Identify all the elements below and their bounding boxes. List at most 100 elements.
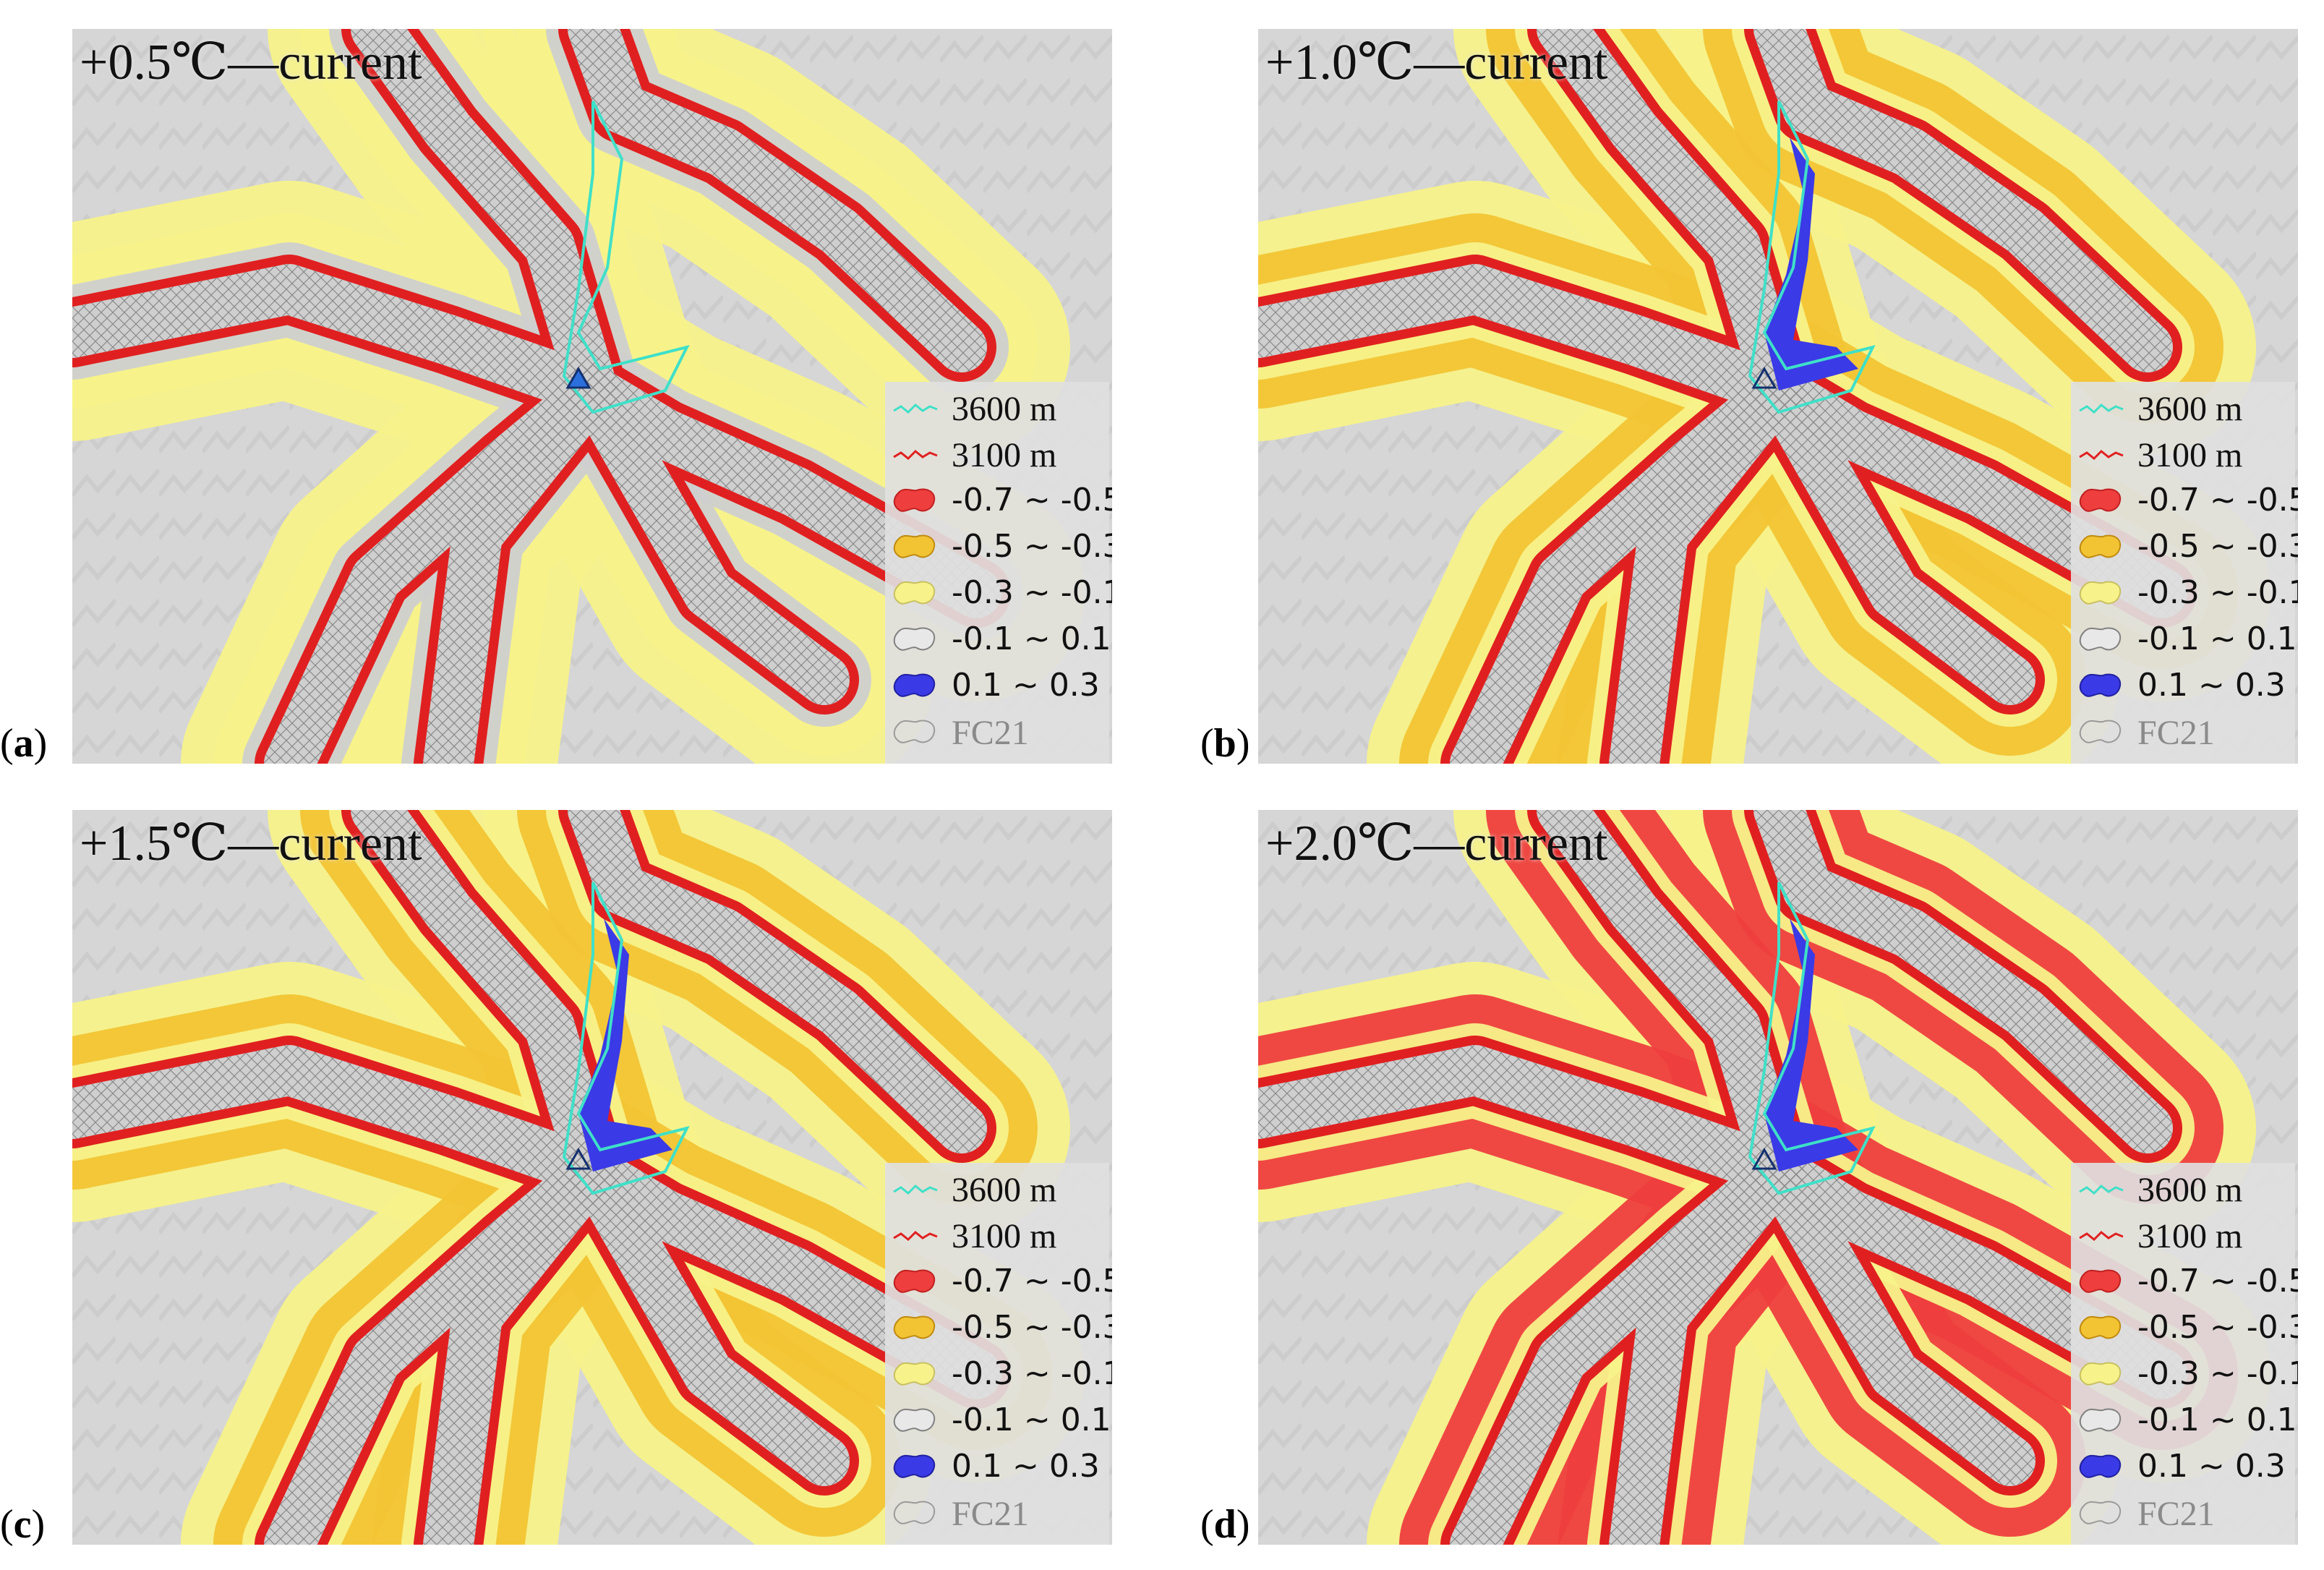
summit-triangle-icon	[565, 366, 591, 389]
map-legend: 3600 m 3100 m -0.7 ~ -0.5 -0.5 ~ -0.3 -0.3 ~…	[2071, 382, 2298, 764]
panel-letter-text: c	[13, 1502, 32, 1547]
yellow-blob-icon	[2079, 1362, 2122, 1386]
legend-label: -0.1 ~ 0.1	[2137, 620, 2297, 657]
legend-label: 0.1 ~ 0.3	[2137, 1448, 2286, 1485]
orange-blob-icon	[2079, 1315, 2122, 1339]
summit-triangle-icon	[1751, 366, 1777, 389]
white-blob-icon	[2079, 627, 2122, 651]
legend-label: 3600 m	[2137, 390, 2243, 428]
panel-b: (b) +1.0℃—current 3600 m 3100 m -0.7 ~ -0.5…	[1186, 0, 2324, 774]
legend-label: -0.3 ~ -0.1	[2137, 574, 2298, 611]
legend-label: 3600 m	[952, 1171, 1057, 1209]
red-line-icon	[893, 1230, 938, 1242]
contour-3600m	[562, 882, 690, 1195]
blue-blob-icon	[893, 673, 936, 697]
blue-blob-icon	[2079, 673, 2122, 697]
yellow-blob-icon	[893, 1362, 936, 1386]
red-line-icon	[2079, 449, 2124, 461]
map-a[interactable]: +0.5℃—current 3600 m 3100 m -0.7 ~ -0.5 -0.5…	[72, 29, 1112, 764]
gain-area-blue	[1764, 918, 1858, 1172]
fc21-hatch	[72, 810, 1001, 1545]
legend-item-cyan-line: 3600 m	[885, 1169, 1109, 1212]
panel-letter-b: (b)	[1200, 721, 1250, 766]
summit-triangle-icon	[565, 1147, 591, 1170]
legend-label: -0.1 ~ 0.1	[2137, 1402, 2297, 1438]
map-d[interactable]: +2.0℃—current 3600 m 3100 m -0.7 ~ -0.5 -0.5…	[1258, 810, 2298, 1545]
legend-item-orange-blob: -0.5 ~ -0.3	[2071, 526, 2298, 570]
red-blob-icon	[893, 1269, 936, 1293]
contour-3600m	[1748, 101, 1876, 414]
legend-label: FC21	[952, 1495, 1029, 1533]
blue-blob-icon	[2079, 1454, 2122, 1478]
white-blob-icon	[893, 1408, 936, 1432]
red-line-icon	[2079, 1230, 2124, 1242]
legend-item-white-blob: -0.1 ~ 0.1	[2071, 619, 2297, 662]
cyan-line-icon	[2079, 1184, 2124, 1195]
legend-label: 3600 m	[952, 390, 1057, 428]
red-blob-icon	[893, 488, 936, 512]
legend-item-white-blob: -0.1 ~ 0.1	[885, 1400, 1111, 1443]
panel-letter-d: (d)	[1200, 1502, 1250, 1547]
hatch-blob-icon	[893, 720, 936, 743]
gain-area-blue	[1764, 137, 1858, 391]
orange-blob-icon	[2079, 534, 2122, 558]
map-c[interactable]: +1.5℃—current 3600 m 3100 m -0.7 ~ -0.5 -0.5…	[72, 810, 1112, 1545]
panel-title: +1.0℃—current	[1265, 35, 1608, 90]
red-line-icon	[893, 449, 938, 461]
panel-d: (d) +2.0℃—current 3600 m 3100 m -0.7 ~ -0.5…	[1186, 781, 2324, 1555]
panel-c: (c) +1.5℃—current 3600 m 3100 m -0.7 ~ -0.5…	[0, 781, 1138, 1555]
legend-item-orange-blob: -0.5 ~ -0.3	[885, 526, 1112, 570]
white-blob-icon	[2079, 1408, 2122, 1432]
legend-item-blue-blob: 0.1 ~ 0.3	[2071, 1446, 2295, 1490]
legend-item-red-blob: -0.7 ~ -0.5	[2071, 1261, 2298, 1305]
legend-label: FC21	[2137, 714, 2215, 752]
orange-blob-icon	[893, 534, 936, 558]
legend-item-cyan-line: 3600 m	[885, 388, 1109, 431]
panel-letter-text: d	[1213, 1502, 1236, 1547]
legend-label: -0.3 ~ -0.1	[2137, 1355, 2298, 1392]
legend-item-red-blob: -0.7 ~ -0.5	[885, 480, 1112, 524]
contour-3600m	[1748, 882, 1876, 1195]
fc21-hatch	[1258, 29, 2187, 764]
legend-label: 0.1 ~ 0.3	[952, 667, 1100, 704]
cyan-line-icon	[893, 403, 938, 414]
legend-label: FC21	[952, 714, 1029, 752]
legend-item-yellow-blob: -0.3 ~ -0.1	[2071, 1354, 2298, 1397]
legend-label: -0.7 ~ -0.5	[952, 482, 1112, 519]
map-legend: 3600 m 3100 m -0.7 ~ -0.5 -0.5 ~ -0.3 -0.3 ~…	[885, 1163, 1112, 1545]
hatch-blob-icon	[2079, 720, 2122, 743]
panel-letter-c: (c)	[0, 1502, 46, 1547]
legend-item-cyan-line: 3600 m	[2071, 388, 2295, 431]
legend-item-blue-blob: 0.1 ~ 0.3	[2071, 665, 2295, 709]
legend-label: 3100 m	[2137, 436, 2243, 474]
panel-a: (a) +0.5℃—current 3600 m 3100 m -0.7 ~ -0.5…	[0, 0, 1138, 774]
legend-label: 0.1 ~ 0.3	[952, 1448, 1100, 1485]
map-legend: 3600 m 3100 m -0.7 ~ -0.5 -0.5 ~ -0.3 -0.3 ~…	[885, 382, 1112, 764]
panel-title: +0.5℃—current	[80, 35, 422, 90]
yellow-blob-icon	[893, 581, 936, 605]
panel-title: +1.5℃—current	[80, 816, 422, 871]
map-b[interactable]: +1.0℃—current 3600 m 3100 m -0.7 ~ -0.5 -0.5…	[1258, 29, 2298, 764]
legend-item-orange-blob: -0.5 ~ -0.3	[2071, 1307, 2298, 1351]
terrain-map	[72, 29, 1112, 764]
legend-label: -0.5 ~ -0.3	[2137, 1309, 2298, 1346]
orange-blob-icon	[893, 1315, 936, 1339]
cyan-line-icon	[2079, 403, 2124, 414]
legend-item-red-line: 3100 m	[885, 434, 1109, 477]
contour-3600m	[562, 101, 690, 414]
fc21-hatch	[1258, 810, 2187, 1545]
legend-item-red-line: 3100 m	[2071, 434, 2295, 477]
summit-triangle-icon	[1751, 1147, 1777, 1170]
legend-item-hatch-blob: FC21	[885, 1493, 1109, 1536]
legend-label: FC21	[2137, 1495, 2215, 1533]
red-blob-icon	[2079, 1269, 2122, 1293]
legend-label: -0.5 ~ -0.3	[2137, 528, 2298, 565]
legend-item-cyan-line: 3600 m	[2071, 1169, 2295, 1212]
legend-item-orange-blob: -0.5 ~ -0.3	[885, 1307, 1112, 1351]
legend-item-blue-blob: 0.1 ~ 0.3	[885, 1446, 1109, 1490]
map-legend: 3600 m 3100 m -0.7 ~ -0.5 -0.5 ~ -0.3 -0.3 ~…	[2071, 1163, 2298, 1545]
legend-item-yellow-blob: -0.3 ~ -0.1	[885, 1354, 1112, 1397]
legend-item-red-line: 3100 m	[2071, 1215, 2295, 1258]
white-blob-icon	[893, 627, 936, 651]
yellow-blob-icon	[2079, 581, 2122, 605]
